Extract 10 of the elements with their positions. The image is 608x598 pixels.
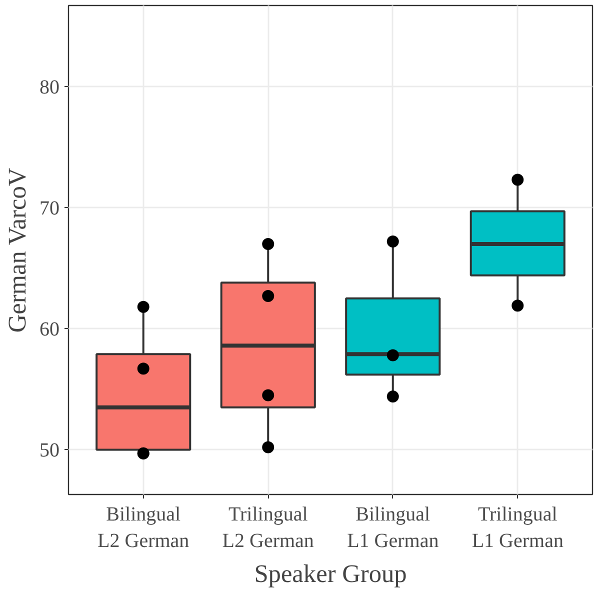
y-tick-label: 80 xyxy=(40,76,60,99)
y-tick-label: 50 xyxy=(40,440,60,462)
y-tick-label: 70 xyxy=(40,198,60,220)
x-tick-label: Bilingual L1 German xyxy=(347,504,439,552)
x-axis-title: Speaker Group xyxy=(254,560,407,588)
y-tick-label: 60 xyxy=(40,318,60,341)
y-axis-title: German VarcoV xyxy=(4,168,32,333)
x-tick-label: Trilingual L2 German xyxy=(222,504,314,552)
x-tick-label: Bilingual L2 German xyxy=(98,504,190,552)
x-tick-label: Trilingual L1 German xyxy=(472,504,564,552)
